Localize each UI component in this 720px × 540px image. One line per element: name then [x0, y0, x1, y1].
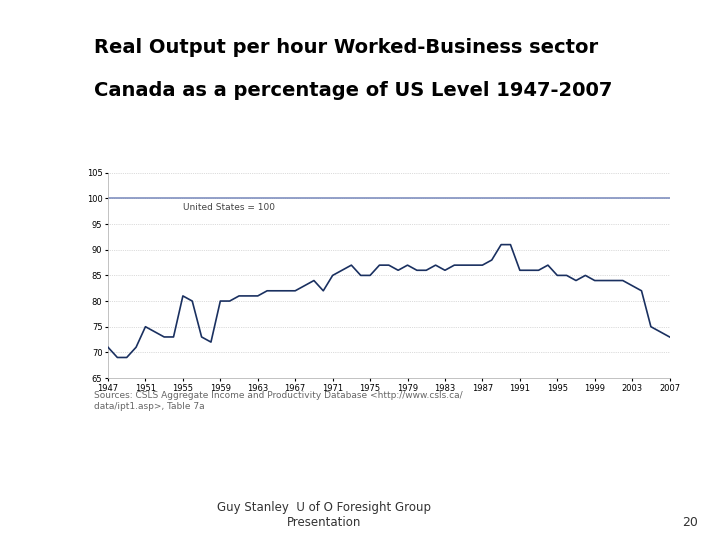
Text: Canada as a percentage of US Level 1947-2007: Canada as a percentage of US Level 1947-… [94, 81, 612, 100]
Text: Sources: CSLS Aggregate Income and Productivity Database <http://www.csls.ca/
da: Sources: CSLS Aggregate Income and Produ… [94, 392, 462, 411]
Text: Real Output per hour Worked-Business sector: Real Output per hour Worked-Business sec… [94, 38, 598, 57]
Text: United States = 100: United States = 100 [183, 202, 275, 212]
Text: Guy Stanley  U of O Foresight Group
Presentation: Guy Stanley U of O Foresight Group Prese… [217, 501, 431, 529]
Text: 20: 20 [683, 516, 698, 529]
